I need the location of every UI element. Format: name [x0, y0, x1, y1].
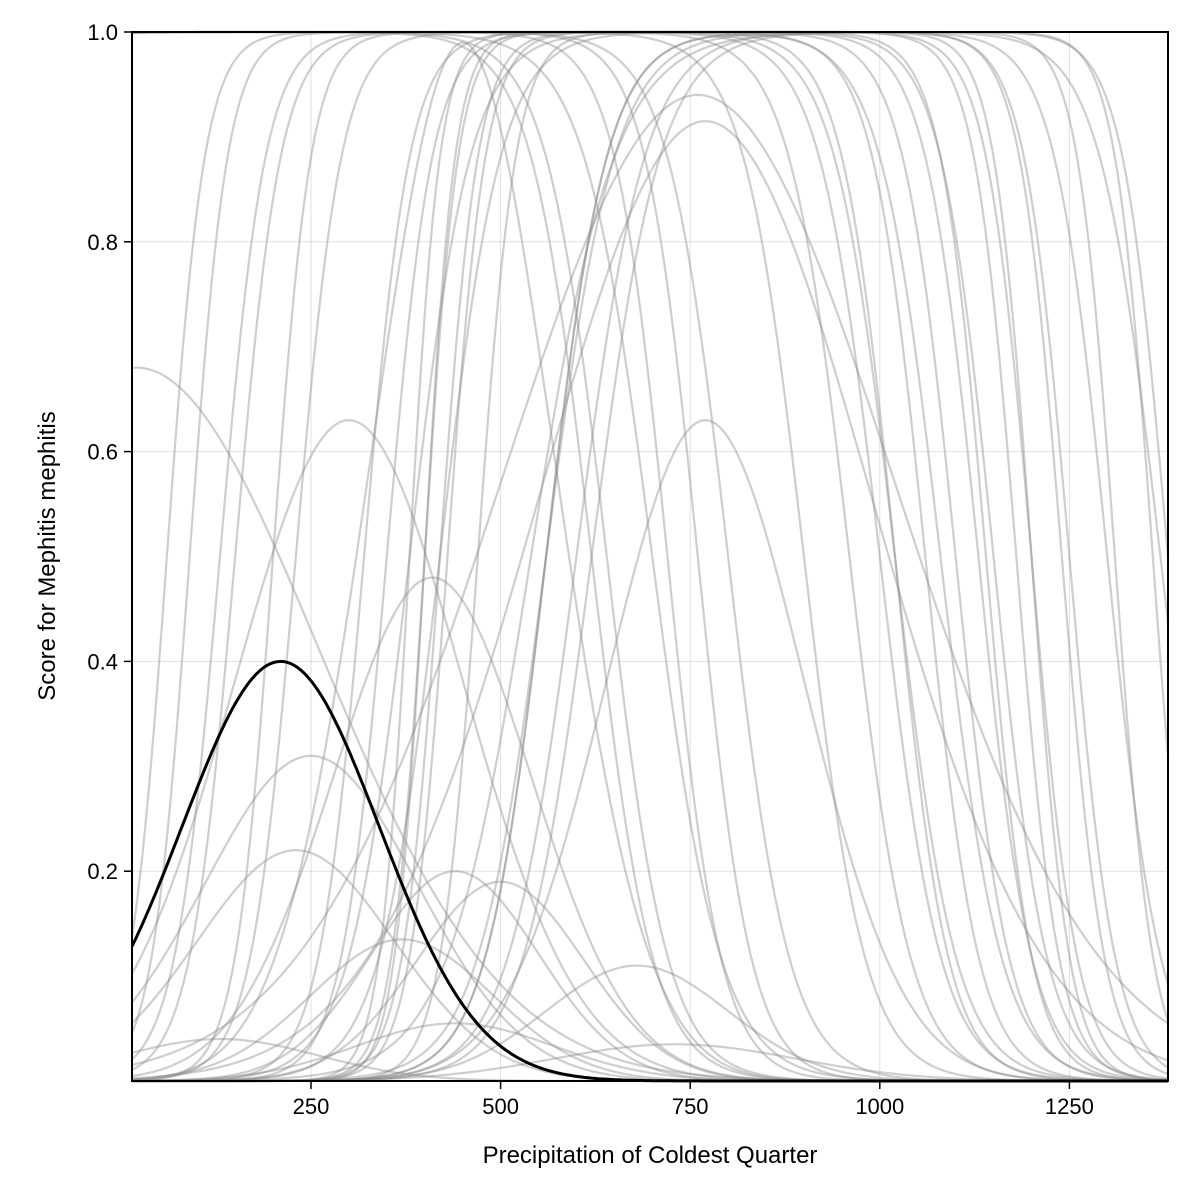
x-tick-label: 250 — [293, 1094, 330, 1119]
x-tick-label: 1250 — [1045, 1094, 1094, 1119]
x-tick-label: 1000 — [855, 1094, 904, 1119]
y-tick-label: 0.8 — [87, 230, 118, 255]
background-curve-36 — [132, 31, 1168, 1083]
background-curve-14 — [131, 120, 1169, 1080]
x-tick-label: 750 — [672, 1094, 709, 1119]
y-tick-label: 1.0 — [87, 20, 118, 45]
y-tick-label: 0.4 — [87, 649, 118, 674]
background-curves — [130, 30, 1170, 1083]
background-curve-31 — [132, 31, 1170, 1083]
x-tick-label: 500 — [482, 1094, 519, 1119]
y-tick-label: 0.2 — [87, 859, 118, 884]
x-axis-title: Precipitation of Coldest Quarter — [483, 1142, 818, 1169]
y-tick-label: 0.6 — [87, 440, 118, 465]
y-axis-title: Score for Mephitis mephitis — [34, 411, 61, 700]
background-curve-13 — [131, 93, 1169, 1066]
plot-frame — [131, 31, 1169, 1082]
axis-ticks: 250 500 750 1000 1250 0.2 0.4 0.6 0.8 1.0 — [87, 20, 1093, 1119]
background-curve-15 — [131, 41, 1168, 1083]
